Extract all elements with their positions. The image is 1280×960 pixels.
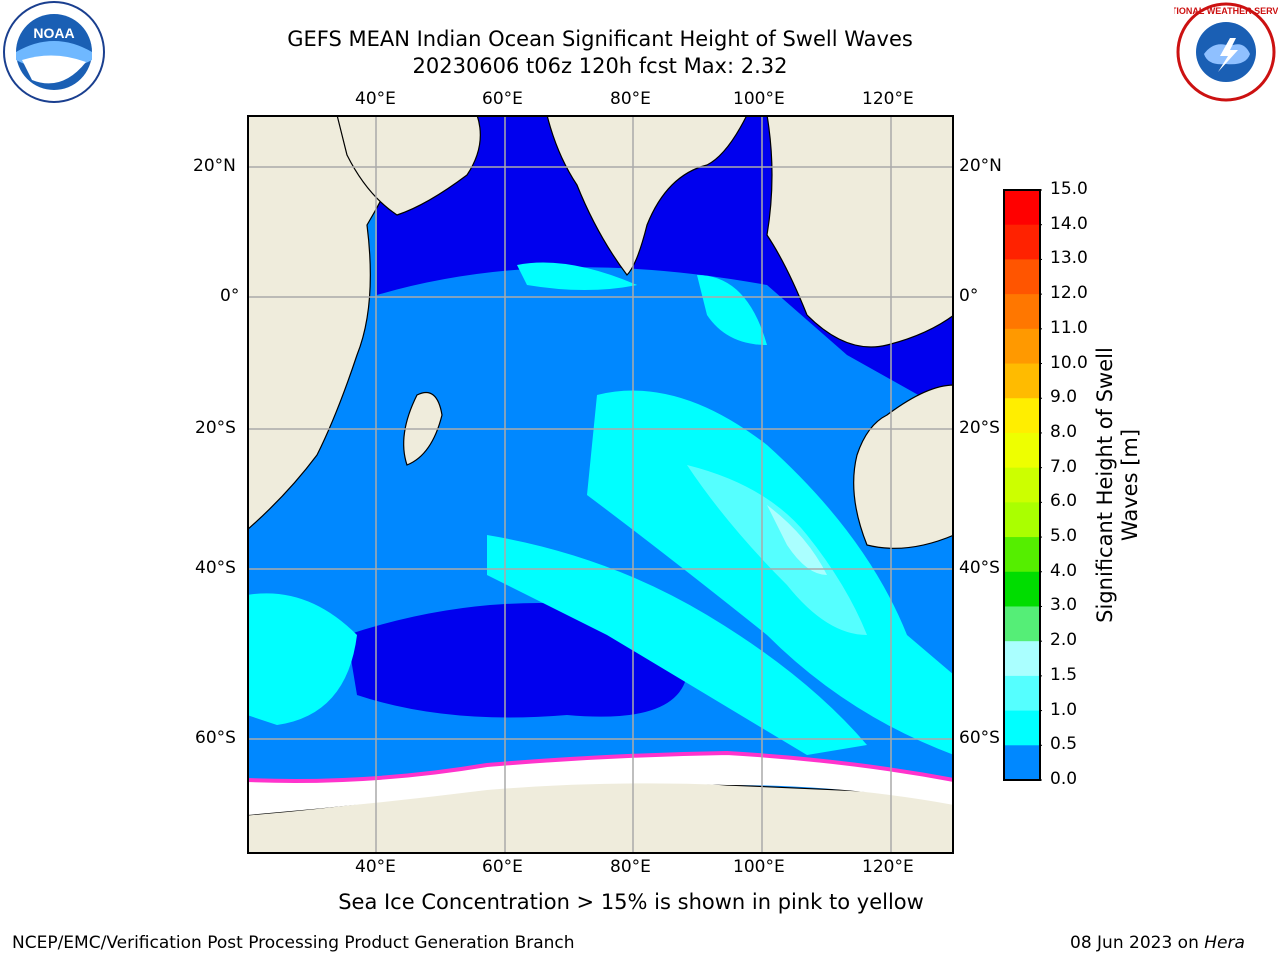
chart-title: GEFS MEAN Indian Ocean Significant Heigh… [287,27,913,51]
swell-high-west [247,593,357,725]
colorbar-segment [1004,363,1040,399]
colorbar-tick-label: 14.0 [1050,213,1088,234]
land-india [546,115,748,276]
colorbar-tick-label: 0.0 [1050,769,1078,789]
lon-label-bottom: 40°E [355,857,396,877]
colorbar-segment [1004,432,1040,469]
swell-high-east [697,275,767,345]
colorbar-segment [1004,571,1040,607]
lat-label-right: 20°S [959,418,1000,438]
land-arabia [336,115,481,216]
footer-date: 08 Jun 2023 on Hera [1070,933,1245,953]
swell-higher-core [687,465,867,635]
colorbar-tick-label: 5.0 [1050,526,1078,547]
colorbar-segment [1004,467,1040,503]
colorbar-tick-label: 0.5 [1050,734,1078,755]
noaa-logo: NOAA [3,1,105,103]
map-frame [247,115,954,854]
colorbar-tick-label: 8.0 [1050,421,1078,442]
land-masses [247,115,954,854]
lat-label-right: 60°S [959,728,1000,748]
lat-label-left: 0° [220,286,240,306]
footer-host: Hera [1204,933,1245,953]
swell-high-mid [517,262,637,290]
map-panel [247,115,954,854]
colorbar-tick-label: 12.0 [1050,283,1088,304]
colorbar-tick-label: 11.0 [1050,317,1088,338]
lat-label-right: 0° [959,286,979,306]
swell-high-band [587,390,954,755]
nws-logo-text: NATIONAL WEATHER SERVICE [1174,6,1278,16]
lat-label-right: 40°S [959,558,1000,578]
lon-label-top: 80°E [610,89,651,109]
sea-ice-caption: Sea Ice Concentration > 15% is shown in … [338,890,924,914]
colorbar-segment [1004,259,1040,295]
colorbar-segment [1004,745,1040,781]
colorbar-segment [1004,398,1040,434]
colorbar-segment [1004,224,1040,260]
lat-label-right: 20°N [959,156,1002,176]
nws-logo: NATIONAL WEATHER SERVICE [1174,2,1278,102]
land-australia [853,384,954,549]
lon-label-bottom: 120°E [862,857,914,877]
lon-label-top: 120°E [862,89,914,109]
colorbar-tick-label: 1.0 [1050,699,1078,720]
lat-label-left: 20°N [193,156,236,176]
lon-label-top: 100°E [733,89,785,109]
colorbar-tick-label: 7.0 [1050,456,1078,477]
colorbar-segment [1004,675,1040,712]
lat-label-left: 40°S [195,558,236,578]
colorbar-tick-label: 9.0 [1050,387,1078,408]
lat-label-left: 60°S [195,728,236,748]
colorbar-tick-label: 6.0 [1050,491,1078,512]
land-seasia [766,115,954,348]
graticule [247,115,954,854]
sea-ice-edge [247,750,954,783]
lon-label-bottom: 80°E [610,857,651,877]
colorbar-label-line1: Significant Height of Swell [1093,347,1117,623]
colorbar-label: Significant Height of Swell Waves [m] [1093,285,1143,685]
sea-ice-region [247,753,954,815]
footer-date-text: 08 Jun 2023 on [1070,933,1205,953]
colorbar-tick-label: 4.0 [1050,560,1078,581]
colorbar-segment [1004,537,1040,573]
colorbar-segment [1004,641,1040,677]
colorbar-label-line2: Waves [m] [1118,428,1142,542]
colorbar-segment [1004,710,1040,746]
colorbar-tick-label: 10.0 [1050,352,1088,373]
chart-subtitle: 20230606 t06z 120h fcst Max: 2.32 [412,54,788,78]
colorbar-tick-label: 1.5 [1050,664,1078,685]
lon-label-top: 60°E [482,89,523,109]
lat-label-left: 20°S [195,418,236,438]
noaa-logo-text: NOAA [33,25,74,41]
colorbar-segment [1004,502,1040,538]
footer-producer: NCEP/EMC/Verification Post Processing Pr… [12,933,575,953]
colorbar-segment [1004,190,1040,226]
colorbar-frame [1003,189,1041,781]
colorbar-tick-label: 13.0 [1050,248,1088,269]
colorbar-segment [1004,294,1040,330]
lon-label-bottom: 60°E [482,857,523,877]
colorbar-tick-label: 15.0 [1050,179,1088,199]
colorbar-tick-label: 3.0 [1050,595,1078,616]
lon-label-bottom: 100°E [733,857,785,877]
lon-label-top: 40°E [355,89,396,109]
colorbar-segment [1004,328,1040,365]
swell-peak [767,505,827,575]
colorbar-segment [1004,606,1040,642]
colorbar-tick-label: 2.0 [1050,630,1078,651]
swell-high-band-2 [487,535,867,755]
colorbar [1003,189,1042,781]
